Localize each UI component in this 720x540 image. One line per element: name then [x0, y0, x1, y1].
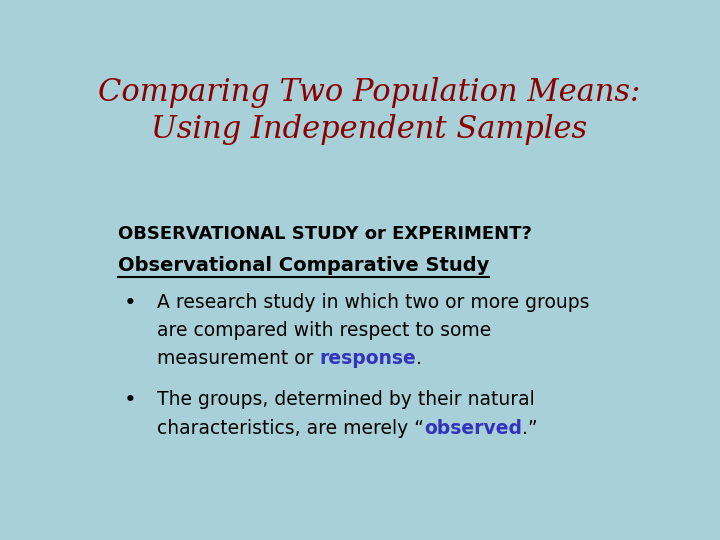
- Text: observed: observed: [424, 418, 522, 437]
- Text: are compared with respect to some: are compared with respect to some: [157, 321, 491, 340]
- Text: OBSERVATIONAL STUDY or EXPERIMENT?: OBSERVATIONAL STUDY or EXPERIMENT?: [118, 225, 532, 243]
- Text: response: response: [320, 349, 416, 368]
- Text: A research study in which two or more groups: A research study in which two or more gr…: [157, 293, 590, 312]
- Text: •: •: [124, 293, 136, 313]
- Text: Observational Comparative Study: Observational Comparative Study: [118, 256, 490, 275]
- Text: measurement or: measurement or: [157, 349, 320, 368]
- Text: Comparing Two Population Means:
Using Independent Samples: Comparing Two Population Means: Using In…: [98, 77, 640, 145]
- Text: •: •: [124, 390, 136, 410]
- Text: characteristics, are merely “: characteristics, are merely “: [157, 418, 424, 437]
- Text: The groups, determined by their natural: The groups, determined by their natural: [157, 390, 535, 409]
- Text: .: .: [416, 349, 422, 368]
- Text: .”: .”: [522, 418, 537, 437]
